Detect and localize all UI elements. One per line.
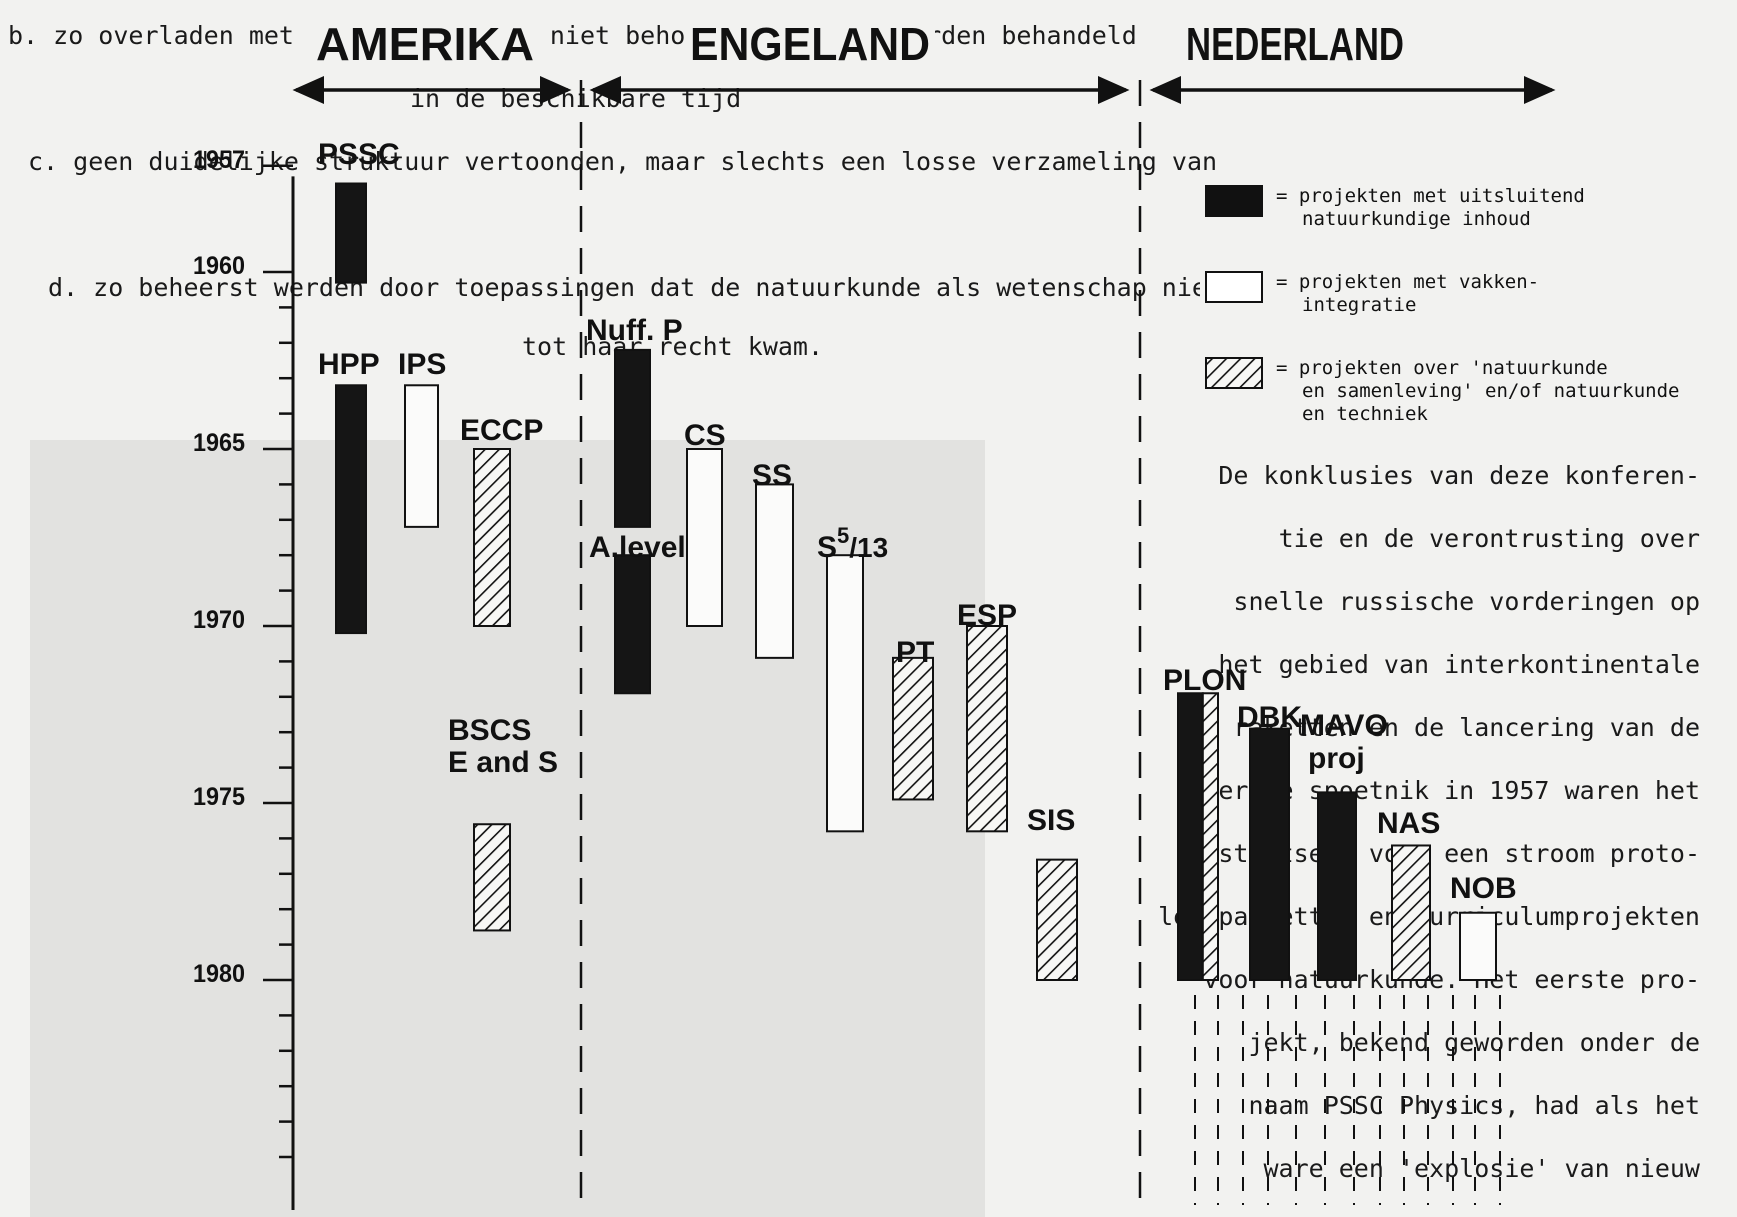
project-label: PSSC: [318, 138, 400, 171]
bar-nas: [1391, 844, 1431, 981]
project-label: SS: [752, 459, 792, 492]
year-axis: 1957 1960 1965 1970 1975 1980: [193, 146, 295, 1210]
background-side-line: De konklusies van deze konferen-: [1218, 461, 1700, 490]
nederland-dash-lines: [1194, 995, 1501, 1205]
legend-label: en techniek: [1302, 403, 1428, 425]
bar-ss: [755, 483, 794, 659]
region-header-nederland: NEDERLAND: [1186, 18, 1404, 70]
axis-tick-label: 1960: [193, 252, 245, 280]
project-label: SIS: [1027, 804, 1075, 837]
axis-tick-label: 1975: [193, 783, 245, 811]
axis-tick-label: 1957: [193, 146, 245, 174]
project-label: S5/13: [817, 523, 888, 564]
bar-mavo-proj: [1317, 791, 1357, 981]
region-header-amerika: AMERIKA: [316, 18, 534, 70]
legend: = projekten met uitsluitendnatuurkundige…: [1200, 180, 1720, 430]
project-label: NOB: [1450, 872, 1517, 905]
background-side-line: ware een 'explosie' van nieuw: [1264, 1154, 1701, 1183]
legend-label: = projekten met uitsluitend: [1276, 185, 1585, 207]
project-label: E and S: [448, 746, 558, 779]
project-label: DBK: [1237, 701, 1302, 734]
project-label: PLON: [1163, 664, 1246, 697]
bar-dbk: [1249, 727, 1290, 981]
axis-tick-label: 1970: [193, 606, 245, 634]
project-label: BSCS: [448, 714, 531, 747]
project-label: A.level: [589, 531, 686, 564]
axis-tick-label: 1980: [193, 960, 245, 988]
legend-label: en samenleving' en/of natuurkunde: [1302, 380, 1680, 402]
background-top-line: tot haar recht kwam.: [522, 332, 823, 361]
bar-pt: [892, 656, 934, 801]
project-label: IPS: [398, 348, 446, 381]
bar-s5-13: [826, 554, 864, 833]
project-label: NAS: [1377, 807, 1440, 840]
bar-a-level: [614, 554, 651, 695]
background-side-line: tie en de verontrusting over: [1279, 524, 1700, 553]
project-label: ESP: [957, 599, 1017, 632]
bar-eccp: [473, 448, 511, 627]
background-top-line: c. geen duidelijke struktuur vertoonden,…: [28, 147, 1217, 176]
project-label: ECCP: [460, 414, 543, 447]
bar-cs: [686, 448, 723, 627]
axis-tick-label: 1965: [193, 429, 245, 457]
project-bars: [335, 182, 1497, 982]
legend-label: = projekten met vakken-: [1276, 271, 1539, 293]
bar-pssc: [335, 182, 367, 284]
background-side-line: startsein voor een stroom proto-: [1218, 839, 1700, 868]
background-side-line: snelle russische vorderingen op: [1233, 587, 1700, 616]
project-label: CS: [684, 419, 726, 452]
background-side-line: raketten en de lancering van de: [1233, 713, 1700, 742]
bar-plon: [1177, 692, 1220, 981]
project-label: PT: [896, 636, 934, 669]
legend-swatch-hatched: [1205, 357, 1263, 389]
legend-label: = projekten over 'natuurkunde: [1276, 357, 1608, 379]
background-side-line: het gebied van interkontinentale: [1218, 650, 1700, 679]
background-top-line: d. zo beheerst werden door toepassingen …: [48, 273, 1222, 302]
bar-ips: [404, 384, 439, 528]
region-header-engeland: ENGELAND: [690, 18, 930, 70]
bar-nob: [1459, 911, 1497, 981]
project-label: proj: [1308, 742, 1365, 775]
project-label: Nuff. P: [586, 314, 683, 347]
project-label: HPP: [318, 348, 380, 381]
legend-swatch-empty: [1205, 271, 1263, 303]
bar-nuff-p: [614, 348, 651, 528]
background-top-line: b. zo overladen met details, dat ze niet…: [8, 21, 1137, 50]
bar-esp: [966, 625, 1008, 833]
bar-sis: [1036, 858, 1078, 982]
bar-hpp: [335, 384, 367, 635]
bar-bscs-e-and-s: [473, 823, 511, 932]
legend-label: integratie: [1302, 294, 1416, 316]
region-separators: [579, 80, 1142, 1210]
project-label: MAVO: [1300, 709, 1388, 742]
legend-label: natuurkundige inhoud: [1302, 208, 1531, 230]
region-headers: AMERIKA ENGELAND NEDERLAND: [300, 12, 1420, 70]
background-text-side: De konklusies van deze konferen-tie en d…: [1158, 461, 1701, 1183]
legend-swatch-solid: [1205, 185, 1263, 217]
